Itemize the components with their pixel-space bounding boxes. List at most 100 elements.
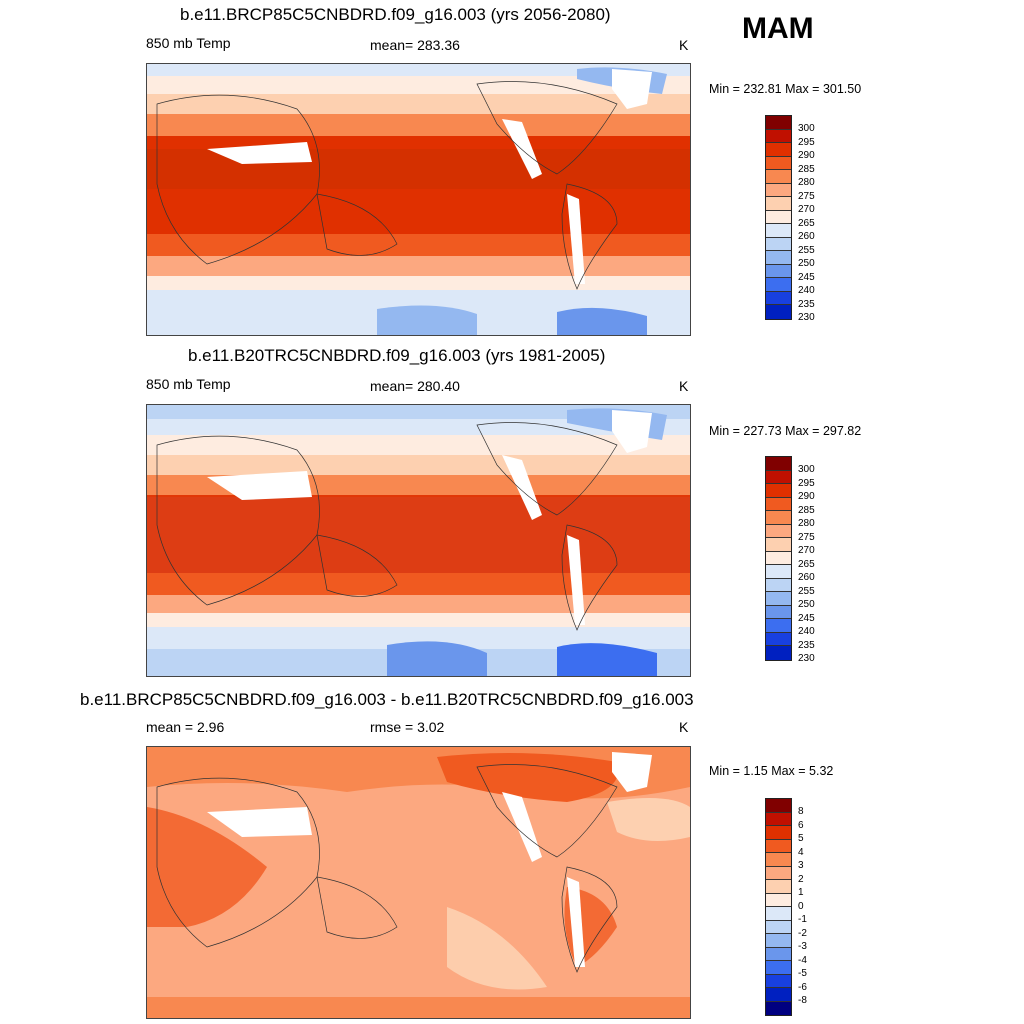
panel3-rockies-mask bbox=[502, 792, 542, 862]
panel3-colorbar-label: 2 bbox=[798, 873, 804, 885]
panel1-colorbar-label: 255 bbox=[798, 244, 815, 256]
panel2-colorbar-label: 240 bbox=[798, 626, 815, 637]
panel2-colorbar-label: 285 bbox=[798, 504, 815, 516]
panel1-colorbar-label: 270 bbox=[798, 204, 815, 215]
panel2-coast-north-america bbox=[476, 422, 618, 516]
panel3-colorbar-label: 1 bbox=[798, 887, 804, 898]
panel1-colorbar-label: 260 bbox=[798, 231, 815, 242]
panel1-units-label: K bbox=[679, 37, 689, 53]
panel1-colorbar-swatch bbox=[766, 210, 791, 224]
panel1-band-warm bbox=[147, 114, 690, 138]
panel2-colorbar bbox=[765, 456, 792, 661]
panel1-colorbar-swatch bbox=[766, 170, 791, 184]
panel2-colorbar-label: 275 bbox=[798, 531, 815, 543]
panel2-colorbar-swatch bbox=[766, 524, 791, 538]
panel1-colorbar-swatch bbox=[766, 237, 791, 251]
panel3-colorbar-swatch bbox=[766, 961, 791, 975]
panel3-colorbar-swatch bbox=[766, 799, 791, 813]
panel2-band-mild bbox=[147, 455, 690, 477]
panel1-minmax-label: Min = 232.81 Max = 301.50 bbox=[709, 82, 862, 96]
panel1-colorbar-label: 230 bbox=[798, 312, 815, 323]
panel2-band-south-cold bbox=[147, 627, 690, 649]
panel3-greenland-mask bbox=[612, 752, 652, 792]
panel2-coast-australia bbox=[316, 534, 398, 597]
panel3-coast-north-america bbox=[476, 764, 618, 858]
panel2-map-svg bbox=[147, 405, 690, 676]
panel2-colorbar-label: 250 bbox=[798, 599, 815, 610]
panel2-colorbar-swatch bbox=[766, 592, 791, 606]
panel3-units-label: K bbox=[679, 719, 689, 735]
panel2-antarctica-cold-2 bbox=[557, 643, 657, 676]
panel2-rockies-mask bbox=[502, 455, 542, 520]
panel3-colorbar-label: -2 bbox=[798, 927, 807, 939]
panel1-colorbar-swatch bbox=[766, 291, 791, 305]
panel3-andes-mask bbox=[567, 877, 585, 967]
panel3-mean-label: mean = 2.96 bbox=[146, 719, 225, 735]
panel2-himalaya-mask bbox=[207, 471, 312, 500]
panel3-colorbar-label: -3 bbox=[798, 941, 807, 952]
panel1-colorbar-swatch bbox=[766, 129, 791, 143]
panel1-title: b.e11.BRCP85C5CNBDRD.f09_g16.003 (yrs 20… bbox=[180, 5, 611, 24]
panel2-coast-south-america bbox=[561, 524, 618, 631]
panel1-band-south-cold bbox=[147, 290, 690, 312]
panel2-colorbar-swatch bbox=[766, 484, 791, 498]
panel3-map-svg bbox=[147, 747, 690, 1018]
panel1-antarctica-cold bbox=[377, 305, 477, 335]
panel3-colorbar-swatch bbox=[766, 907, 791, 921]
panel1-colorbar-swatch bbox=[766, 264, 791, 278]
panel1-colorbar-swatch bbox=[766, 183, 791, 197]
panel1-colorbar-swatch bbox=[766, 278, 791, 292]
panel1-colorbar-label: 245 bbox=[798, 271, 815, 283]
panel2-colorbar-label: 300 bbox=[798, 464, 815, 475]
panel2-band-south-cool bbox=[147, 613, 690, 629]
panel1-colorbar-swatch bbox=[766, 251, 791, 265]
panel1-colorbar-swatch bbox=[766, 305, 791, 319]
panel1-mean-label: mean= 283.36 bbox=[370, 37, 460, 53]
panel3-colorbar-label: -4 bbox=[798, 954, 807, 966]
panel2-mean-label: mean= 280.40 bbox=[370, 378, 460, 394]
panel1-andes-mask bbox=[567, 194, 585, 284]
panel1-band-south-mild bbox=[147, 256, 690, 278]
panel3-colorbar-label: 0 bbox=[798, 900, 804, 912]
panel2-band-tropics bbox=[147, 495, 690, 575]
panel2-colorbar-swatch bbox=[766, 632, 791, 646]
panel2-units-label: K bbox=[679, 378, 689, 394]
panel3-coast-australia bbox=[316, 876, 398, 939]
panel1-colorbar bbox=[765, 115, 792, 320]
panel2-colorbar-swatch bbox=[766, 470, 791, 484]
panel3-coast-south-america bbox=[561, 866, 618, 973]
panel1-band-south-cool bbox=[147, 276, 690, 292]
panel1-map bbox=[146, 63, 691, 336]
panel1-coast-australia bbox=[316, 193, 398, 256]
panel3-colorbar-label: 8 bbox=[798, 806, 804, 817]
panel2-colorbar-swatch bbox=[766, 605, 791, 619]
panel1-colorbar-swatch bbox=[766, 143, 791, 157]
panel2-band-south-warm bbox=[147, 573, 690, 597]
panel1-greenland-mask bbox=[612, 69, 652, 109]
panel1-colorbar-swatch bbox=[766, 197, 791, 211]
panel2-colorbar-label: 290 bbox=[798, 491, 815, 502]
panel3-colorbar-label: -8 bbox=[798, 995, 807, 1006]
panel2-colorbar-swatch bbox=[766, 457, 791, 471]
panel3-south-band bbox=[147, 997, 690, 1018]
panel3-colorbar-label: 3 bbox=[798, 860, 804, 871]
panel2-colorbar-label: 265 bbox=[798, 558, 815, 570]
panel1-colorbar-label: 275 bbox=[798, 190, 815, 202]
panel2-colorbar-swatch bbox=[766, 497, 791, 511]
panel2-greenland-mask bbox=[612, 410, 652, 453]
panel1-band-mild bbox=[147, 94, 690, 116]
panel2-colorbar-swatch bbox=[766, 578, 791, 592]
panel2-map bbox=[146, 404, 691, 677]
panel3-colorbar-label: -5 bbox=[798, 968, 807, 979]
panel2-colorbar-label: 255 bbox=[798, 585, 815, 597]
panel3-colorbar-swatch bbox=[766, 866, 791, 880]
panel2-colorbar-label: 230 bbox=[798, 653, 815, 664]
panel2-title: b.e11.B20TRC5CNBDRD.f09_g16.003 (yrs 198… bbox=[188, 346, 606, 365]
panel3-colorbar-swatch bbox=[766, 839, 791, 853]
panel3-colorbar-swatch bbox=[766, 1001, 791, 1015]
panel3-colorbar-swatch bbox=[766, 812, 791, 826]
panel3-arctic-warming bbox=[437, 753, 619, 802]
panel3-colorbar-label: -6 bbox=[798, 981, 807, 993]
panel2-andes-mask bbox=[567, 535, 585, 625]
panel3-colorbar-label: -1 bbox=[798, 914, 807, 925]
